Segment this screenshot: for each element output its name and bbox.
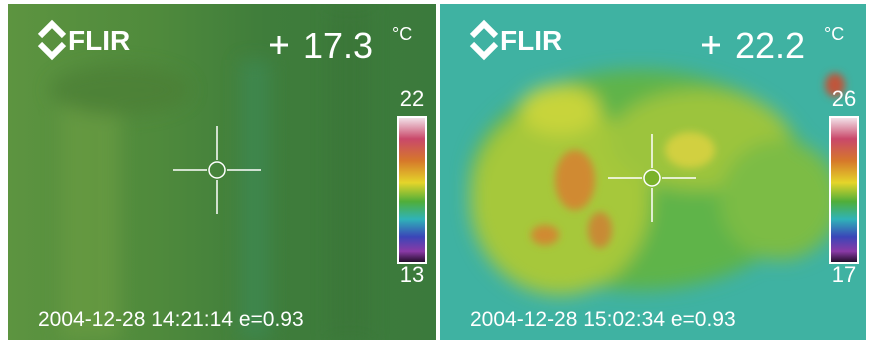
timestamp: 2004-12-28 15:02:34 e=0.93 — [470, 308, 736, 331]
timestamp: 2004-12-28 14:21:14 e=0.93 — [38, 308, 304, 331]
thermal-comparison: FLIR 17.3 °C 22 13 2004-12-28 14:21:14 e=0.93… — [0, 0, 872, 346]
scale-min: 13 — [400, 262, 424, 287]
scale-max: 22 — [400, 86, 424, 111]
temperature: 17.3 — [303, 25, 373, 66]
brand: FLIR — [68, 25, 130, 56]
temperature: 22.2 — [735, 25, 805, 66]
unit: °C — [824, 24, 844, 44]
crosshair-spot — [644, 170, 660, 186]
brand: FLIR — [500, 25, 562, 56]
color-bar — [398, 117, 426, 263]
scale-min: 17 — [832, 262, 856, 287]
scale-max: 26 — [832, 86, 856, 111]
color-bar — [830, 117, 858, 263]
unit: °C — [392, 24, 412, 44]
